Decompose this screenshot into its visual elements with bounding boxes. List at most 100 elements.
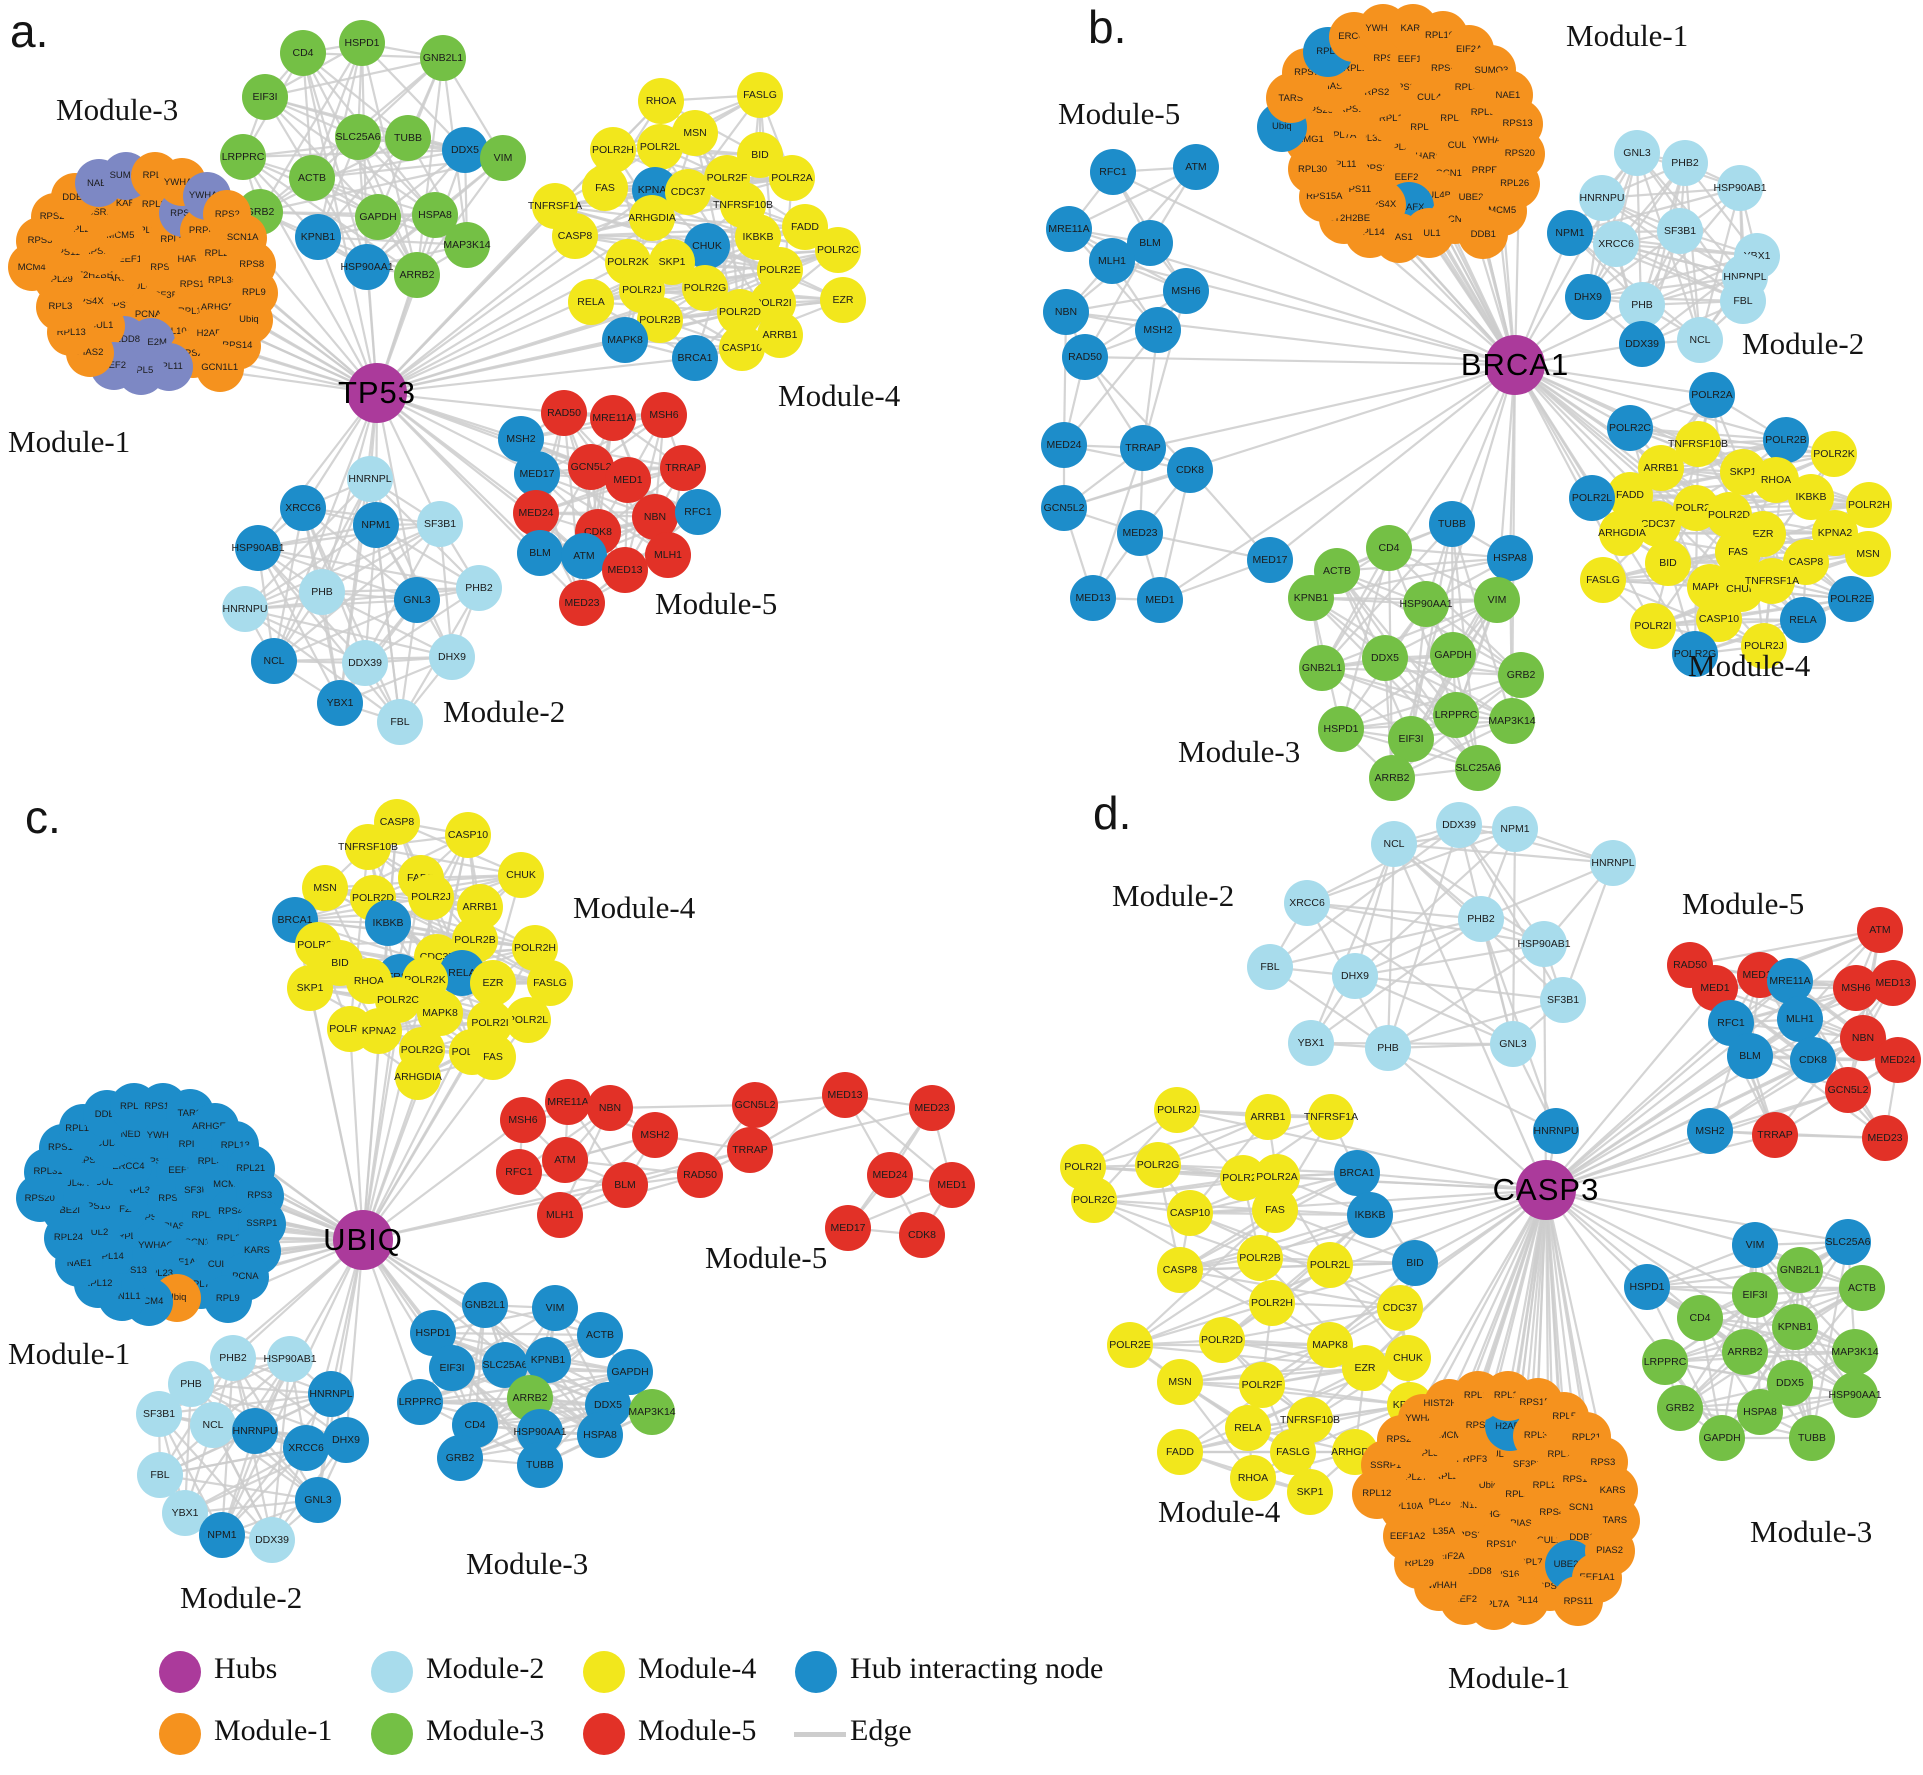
node-ATM[interactable]: ATM xyxy=(1173,144,1219,190)
node-HNRNPL[interactable]: HNRNPL xyxy=(1590,840,1636,886)
node-GNL3[interactable]: GNL3 xyxy=(295,1477,341,1523)
node-POLR2E[interactable]: POLR2E xyxy=(1828,576,1874,622)
node-POLR2G[interactable]: POLR2G xyxy=(1672,631,1718,677)
node-MLH1[interactable]: MLH1 xyxy=(537,1192,583,1238)
node-ARRB2[interactable]: ARRB2 xyxy=(394,252,440,298)
node-HSP90AA1[interactable]: HSP90AA1 xyxy=(1828,1372,1882,1418)
node-GAPDH[interactable]: GAPDH xyxy=(355,194,401,240)
node-ARHGDIA[interactable]: ARHGDIA xyxy=(394,1054,442,1100)
node-CDK8[interactable]: CDK8 xyxy=(899,1212,945,1258)
node-RELA[interactable]: RELA xyxy=(1225,1405,1271,1451)
node-GRB2[interactable]: GRB2 xyxy=(437,1435,483,1481)
node-MSH2[interactable]: MSH2 xyxy=(1135,307,1181,353)
node-RHOA[interactable]: RHOA xyxy=(1230,1455,1276,1501)
node-GNB2L1[interactable]: GNB2L1 xyxy=(1299,645,1345,691)
node-GCN1L1[interactable]: GCN1L1 xyxy=(195,343,244,392)
node-MAP3K14[interactable]: MAP3K14 xyxy=(628,1389,676,1435)
node-MED24[interactable]: MED24 xyxy=(867,1152,913,1198)
node-MED23[interactable]: MED23 xyxy=(1862,1115,1908,1161)
node-SLC25A6[interactable]: SLC25A6 xyxy=(1825,1219,1871,1265)
node-NCL[interactable]: NCL xyxy=(1371,821,1417,867)
node-PHB[interactable]: PHB xyxy=(1365,1025,1411,1071)
node-HSP90AA1[interactable]: HSP90AA1 xyxy=(340,244,394,290)
node-CD4[interactable]: CD4 xyxy=(1366,525,1412,571)
node-GAPDH[interactable]: GAPDH xyxy=(1699,1415,1745,1461)
node-POLR2L[interactable]: POLR2L xyxy=(1569,475,1615,521)
node-DHX9[interactable]: DHX9 xyxy=(429,634,475,680)
node-GNB2L1[interactable]: GNB2L1 xyxy=(420,35,466,81)
node-LRPPRC[interactable]: LRPPRC xyxy=(397,1379,443,1425)
node-NCL[interactable]: NCL xyxy=(1677,317,1723,363)
node-DHX9[interactable]: DHX9 xyxy=(323,1417,369,1463)
node-VIM[interactable]: VIM xyxy=(480,135,526,181)
node-POLR2J[interactable]: POLR2J xyxy=(1741,623,1787,669)
node-HSP90AB1[interactable]: HSP90AB1 xyxy=(231,525,285,571)
node-POLR2F[interactable]: POLR2F xyxy=(1239,1362,1285,1408)
node-RPL9[interactable]: RPL9 xyxy=(203,1274,252,1323)
node-SLC25A6[interactable]: SLC25A6 xyxy=(335,114,381,160)
node-MSH2[interactable]: MSH2 xyxy=(632,1112,678,1158)
node-SF3B1[interactable]: SF3B1 xyxy=(136,1391,182,1437)
node-DDX39[interactable]: DDX39 xyxy=(249,1517,295,1563)
node-DDX5[interactable]: DDX5 xyxy=(1767,1360,1813,1406)
node-FADD[interactable]: FADD xyxy=(1157,1429,1203,1475)
node-DDX5[interactable]: DDX5 xyxy=(1362,635,1408,681)
node-MLH1[interactable]: MLH1 xyxy=(1089,238,1135,284)
node-SF3B1[interactable]: SF3B1 xyxy=(1657,208,1703,254)
node-MED13[interactable]: MED13 xyxy=(1070,575,1116,621)
node-PHB[interactable]: PHB xyxy=(1619,282,1665,328)
node-POLR2I[interactable]: POLR2I xyxy=(1630,603,1676,649)
node-POLR2C[interactable]: POLR2C xyxy=(1607,405,1653,451)
hub-node-BRCA1[interactable] xyxy=(1485,335,1545,395)
node-NPM1[interactable]: NPM1 xyxy=(353,502,399,548)
node-MED17[interactable]: MED17 xyxy=(1247,537,1293,583)
node-KPNB1[interactable]: KPNB1 xyxy=(295,214,341,260)
node-BRCA1[interactable]: BRCA1 xyxy=(672,335,718,381)
node-ATM[interactable]: ATM xyxy=(1857,907,1903,953)
node-PHB2[interactable]: PHB2 xyxy=(1458,896,1504,942)
node-HSPA8[interactable]: HSPA8 xyxy=(577,1412,623,1458)
node-FASLG[interactable]: FASLG xyxy=(737,72,783,118)
node-DDX39[interactable]: DDX39 xyxy=(1619,321,1665,367)
node-HSP90AB1[interactable]: HSP90AB1 xyxy=(1517,921,1571,967)
node-HSPA8[interactable]: HSPA8 xyxy=(1487,535,1533,581)
node-MED17[interactable]: MED17 xyxy=(514,451,560,497)
node-IKBKB[interactable]: IKBKB xyxy=(365,900,411,946)
node-MSN[interactable]: MSN xyxy=(1157,1359,1203,1405)
node-GRB2[interactable]: GRB2 xyxy=(1498,652,1544,698)
node-YBX1[interactable]: YBX1 xyxy=(1288,1020,1334,1066)
node-POLR2G[interactable]: POLR2G xyxy=(1135,1142,1181,1188)
node-NPM1[interactable]: NPM1 xyxy=(199,1512,245,1558)
node-FBL[interactable]: FBL xyxy=(1720,278,1766,324)
node-MLH1[interactable]: MLH1 xyxy=(645,532,691,578)
node-RAD50[interactable]: RAD50 xyxy=(1062,334,1108,380)
node-XRCC6[interactable]: XRCC6 xyxy=(280,485,326,531)
node-BLM[interactable]: BLM xyxy=(602,1162,648,1208)
node-SKP1[interactable]: SKP1 xyxy=(1287,1469,1333,1515)
node-LRPPRC[interactable]: LRPPRC xyxy=(1642,1339,1688,1385)
node-EZR[interactable]: EZR xyxy=(470,960,516,1006)
node-XRCC6[interactable]: XRCC6 xyxy=(1593,221,1639,267)
node-POLR2A[interactable]: POLR2A xyxy=(769,155,815,201)
node-ARRB1[interactable]: ARRB1 xyxy=(1245,1094,1291,1140)
node-IKBKB[interactable]: IKBKB xyxy=(1347,1192,1393,1238)
node-EIF3I[interactable]: EIF3I xyxy=(1388,716,1434,762)
node-XRCC6[interactable]: XRCC6 xyxy=(1284,880,1330,926)
node-ARHGDIA[interactable]: ARHGDIA xyxy=(1598,510,1646,556)
node-TNFRSF1A[interactable]: TNFRSF1A xyxy=(1304,1094,1358,1140)
node-KPNB1[interactable]: KPNB1 xyxy=(1772,1304,1818,1350)
node-TNFRSF10B[interactable]: TNFRSF10B xyxy=(338,824,398,870)
node-PHB2[interactable]: PHB2 xyxy=(456,565,502,611)
node-MED23[interactable]: MED23 xyxy=(1117,510,1163,556)
node-LRPPRC[interactable]: LRPPRC xyxy=(1433,692,1479,738)
node-CASP10[interactable]: CASP10 xyxy=(1167,1190,1213,1236)
node-POLR2B[interactable]: POLR2B xyxy=(1237,1235,1283,1281)
node-TUBB[interactable]: TUBB xyxy=(385,115,431,161)
hub-node-CASP3[interactable] xyxy=(1516,1160,1576,1220)
node-TRRAP[interactable]: TRRAP xyxy=(1752,1112,1798,1158)
node-POLR2B[interactable]: POLR2B xyxy=(1763,417,1809,463)
node-POLR2K[interactable]: POLR2K xyxy=(1811,431,1857,477)
node-MSH6[interactable]: MSH6 xyxy=(500,1097,546,1143)
node-DHX9[interactable]: DHX9 xyxy=(1565,274,1611,320)
node-HSPA8[interactable]: HSPA8 xyxy=(1737,1389,1783,1435)
